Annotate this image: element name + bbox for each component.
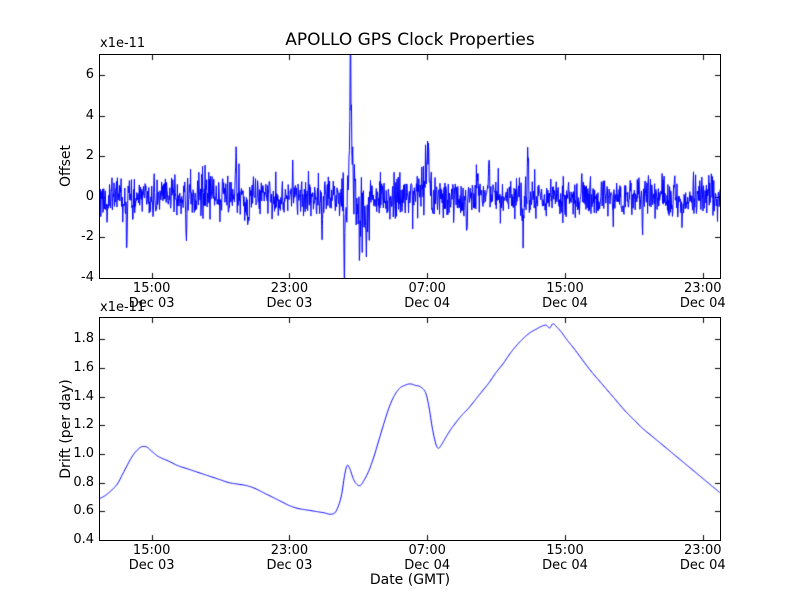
drift-scale-label: x1e-11 bbox=[100, 300, 146, 315]
x-tick-date: Dec 04 bbox=[404, 296, 451, 311]
x-tick-date: Dec 04 bbox=[542, 296, 588, 311]
y-tick-label: 0.6 bbox=[73, 503, 94, 519]
x-tick-time: 15:00 bbox=[546, 543, 584, 558]
x-tick-time: 23:00 bbox=[270, 543, 309, 558]
x-tick-time: 15:00 bbox=[132, 543, 171, 558]
y-tick-label: 2 bbox=[85, 148, 94, 164]
x-tick-time: 07:00 bbox=[408, 543, 446, 558]
y-tick-label: 0 bbox=[85, 188, 94, 204]
chart-title: APOLLO GPS Clock Properties bbox=[285, 30, 535, 50]
x-tick-date: Dec 04 bbox=[679, 558, 726, 573]
x-tick-date: Dec 03 bbox=[266, 558, 313, 573]
x-tick-date: Dec 04 bbox=[679, 296, 726, 311]
x-tick-time: 23:00 bbox=[684, 281, 722, 296]
drift-axes bbox=[99, 317, 721, 541]
offset-plot-canvas bbox=[100, 55, 720, 278]
x-tick-time: 15:00 bbox=[546, 281, 584, 296]
x-axis-label: Date (GMT) bbox=[369, 572, 451, 588]
y-tick-label: -2 bbox=[81, 229, 94, 245]
x-tick-time: 23:00 bbox=[270, 281, 309, 296]
y-tick-label: 1.2 bbox=[73, 417, 94, 433]
x-tick-date: Dec 03 bbox=[128, 558, 175, 573]
y-tick-label: 1.0 bbox=[73, 446, 94, 462]
x-tick-date: Dec 04 bbox=[542, 558, 588, 573]
offset-axes bbox=[99, 54, 721, 279]
x-tick-date: Dec 03 bbox=[266, 296, 313, 311]
y-tick-label: -4 bbox=[81, 270, 94, 285]
y-tick-label: 4 bbox=[85, 107, 94, 123]
offset-scale-label: x1e-11 bbox=[100, 36, 146, 51]
y-tick-label: 0.8 bbox=[73, 474, 94, 490]
y-tick-label: 1.8 bbox=[73, 331, 94, 347]
x-tick-time: 15:00 bbox=[132, 281, 171, 296]
y-tick-label: 1.4 bbox=[73, 388, 94, 404]
y-tick-label: 0.4 bbox=[73, 532, 94, 547]
y-tick-label: 1.6 bbox=[73, 360, 94, 376]
x-tick-time: 07:00 bbox=[408, 281, 446, 296]
drift-plot-canvas bbox=[100, 318, 720, 540]
x-tick-date: Dec 04 bbox=[404, 558, 451, 573]
x-tick-time: 23:00 bbox=[684, 543, 722, 558]
y-tick-label: 6 bbox=[85, 67, 94, 83]
x-tick-date: Dec 03 bbox=[128, 296, 175, 311]
